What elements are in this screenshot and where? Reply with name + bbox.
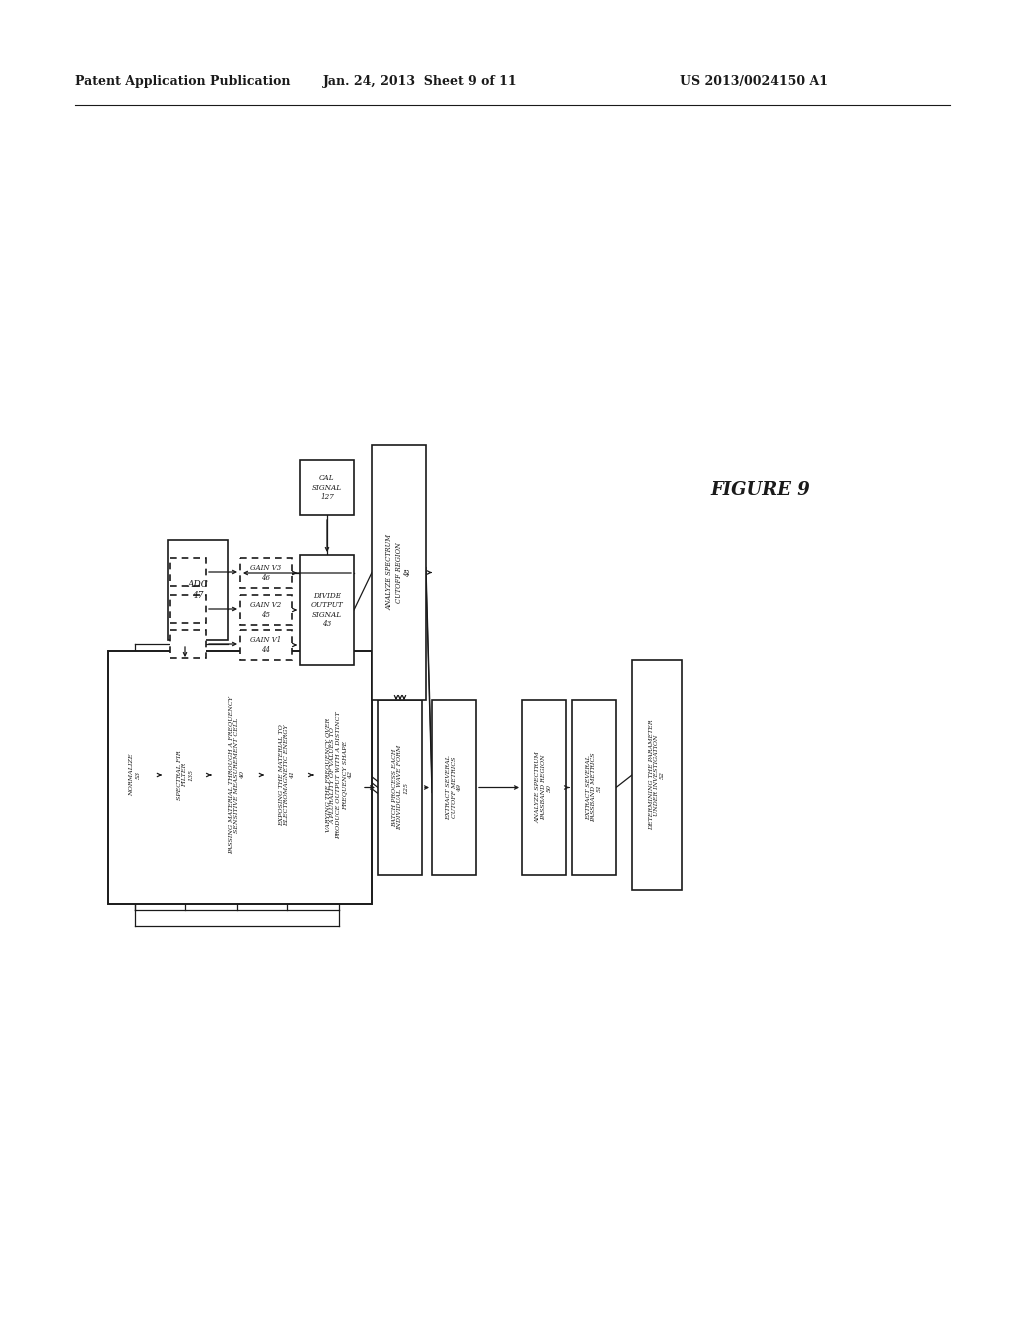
Bar <box>572 700 616 875</box>
Text: DIVIDE
OUTPUT
SIGNAL
43: DIVIDE OUTPUT SIGNAL 43 <box>310 593 343 628</box>
Bar <box>300 459 354 515</box>
Text: EXTRACT SEVERAL
PASSBAND METRICS
51: EXTRACT SEVERAL PASSBAND METRICS 51 <box>586 752 602 822</box>
Text: GAIN V1
44: GAIN V1 44 <box>251 636 282 653</box>
Bar <box>112 660 158 890</box>
Bar <box>300 554 354 665</box>
Text: ADC
47: ADC 47 <box>187 581 208 599</box>
Text: PASSING MATERIAL THROUGH A FREQUENCY
SENSITIVE MEASUREMENT CELL
40: PASSING MATERIAL THROUGH A FREQUENCY SEN… <box>228 696 246 854</box>
Text: NORMALIZE
53: NORMALIZE 53 <box>130 754 140 796</box>
Bar <box>632 660 682 890</box>
Text: GAIN V3
46: GAIN V3 46 <box>251 565 282 582</box>
Text: Jan. 24, 2013  Sheet 9 of 11: Jan. 24, 2013 Sheet 9 of 11 <box>323 75 517 88</box>
Text: EXPOSING THE MATERIAL TO
ELECTROMAGNETIC ENERGY
41: EXPOSING THE MATERIAL TO ELECTROMAGNETIC… <box>279 725 295 826</box>
Text: SPECTRAL FIR
FILTER
135: SPECTRAL FIR FILTER 135 <box>177 750 194 800</box>
Bar <box>108 651 372 904</box>
Bar <box>378 700 422 875</box>
Bar <box>372 445 426 700</box>
Bar <box>264 660 310 890</box>
Text: BATCH PROCESS EACH
INDIVIDUAL WAVE FORM
125: BATCH PROCESS EACH INDIVIDUAL WAVE FORM … <box>392 744 409 830</box>
Bar <box>240 630 292 660</box>
Text: GAIN V2
45: GAIN V2 45 <box>251 602 282 619</box>
Bar <box>170 558 206 586</box>
Text: ANALYZE SPECTRUM
CUTOFF REGION
48: ANALYZE SPECTRUM CUTOFF REGION 48 <box>386 535 413 610</box>
Bar <box>170 595 206 623</box>
Bar <box>168 540 228 640</box>
Bar <box>316 660 362 890</box>
Text: ANALYZE SPECTRUM
PASSBAND REGION
50: ANALYZE SPECTRUM PASSBAND REGION 50 <box>536 751 552 824</box>
Bar <box>240 595 292 624</box>
Text: Patent Application Publication: Patent Application Publication <box>75 75 291 88</box>
Text: DETERMINING THE PARAMETER
UNDER INVESTIGATION
52: DETERMINING THE PARAMETER UNDER INVESTIG… <box>648 719 666 830</box>
Bar <box>214 660 260 890</box>
Bar <box>522 700 566 875</box>
Text: FIGURE 9: FIGURE 9 <box>710 480 810 499</box>
Text: US 2013/0024150 A1: US 2013/0024150 A1 <box>680 75 828 88</box>
Bar <box>432 700 476 875</box>
Bar <box>170 630 206 657</box>
Bar <box>162 660 208 890</box>
Bar <box>240 558 292 587</box>
Text: EXTRACT SEVERAL
CUTOFF METRICS
49: EXTRACT SEVERAL CUTOFF METRICS 49 <box>445 755 462 820</box>
Text: VARYING THE FREQUENCY OVER
A PLURALITY OF VALUES TO
PRODUCE OUTPUT WITH A DISTIN: VARYING THE FREQUENCY OVER A PLURALITY O… <box>325 711 353 840</box>
Text: CAL
SIGNAL
127: CAL SIGNAL 127 <box>312 474 342 500</box>
